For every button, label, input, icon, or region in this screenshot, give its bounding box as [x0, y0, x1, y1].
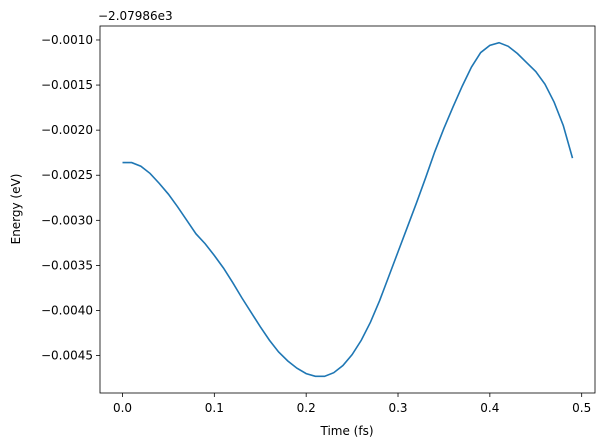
y-tick-label: −0.0015	[41, 78, 93, 92]
plot-frame	[99, 25, 596, 394]
y-tick-label: −0.0010	[41, 33, 93, 47]
y-tick-label: −0.0030	[41, 213, 93, 227]
y-tick-label: −0.0045	[41, 349, 93, 363]
y-tick-label: −0.0025	[41, 168, 93, 182]
offset-text: −2.07986e3	[98, 9, 173, 23]
x-tick-label: 0.3	[388, 401, 407, 415]
x-tick-label: 0.4	[480, 401, 499, 415]
x-tick-label: 0.0	[113, 401, 132, 415]
y-tick-label: −0.0020	[41, 123, 93, 137]
x-tick-label: 0.5	[572, 401, 591, 415]
y-tick-label: −0.0035	[41, 258, 93, 272]
y-axis-label: Energy (eV)	[9, 174, 23, 245]
x-tick-label: 0.1	[205, 401, 224, 415]
x-tick-label: 0.2	[297, 401, 316, 415]
y-tick-label: −0.0040	[41, 303, 93, 317]
x-axis-label: Time (fs)	[319, 424, 373, 438]
line-series	[122, 41, 574, 378]
